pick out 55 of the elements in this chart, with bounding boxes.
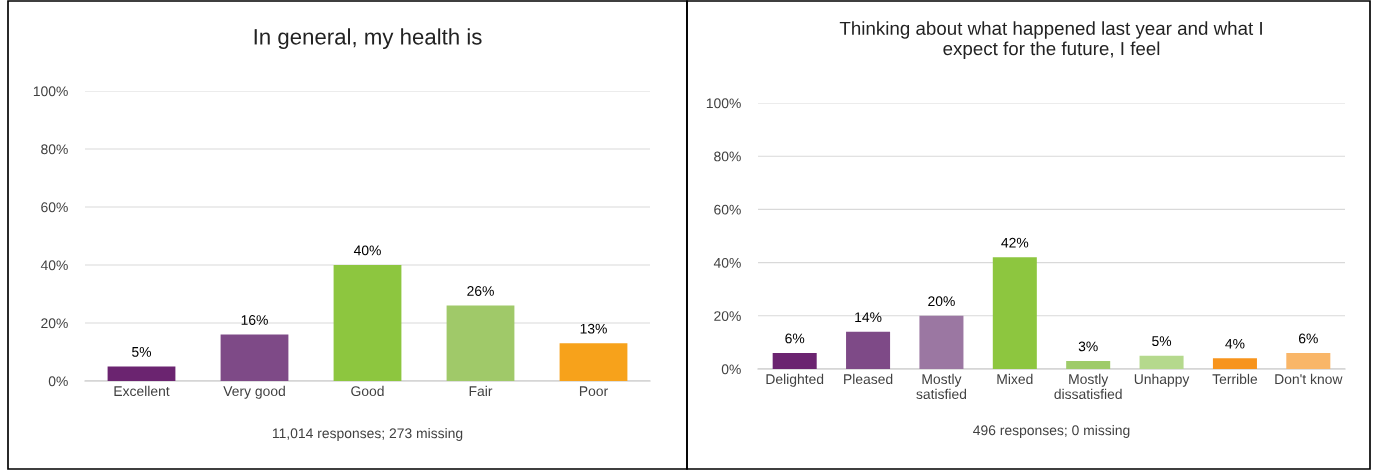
- y-tick-label: 40%: [40, 260, 68, 271]
- y-tick-label: 100%: [33, 86, 68, 97]
- data-label: 5%: [1152, 336, 1172, 347]
- y-tick-label: 100%: [706, 98, 741, 109]
- bar: [846, 331, 891, 369]
- data-label: 16%: [241, 315, 268, 325]
- data-label: 13%: [580, 323, 607, 334]
- y-tick-label: 40%: [713, 257, 741, 268]
- text: 11,014 responses; 273 missing: [272, 428, 463, 441]
- bar: [333, 265, 402, 381]
- data-label: 20%: [928, 296, 955, 307]
- y-tick-label: 60%: [714, 204, 741, 215]
- x-tick-label: Pleased: [844, 373, 893, 385]
- y-tick-label: 0%: [721, 364, 741, 375]
- x-tick-label: Excellent: [114, 385, 170, 397]
- data-label: 3%: [1078, 341, 1098, 352]
- x-tick-label: Fair: [469, 385, 493, 397]
- data-label: 5%: [132, 347, 152, 357]
- y-tick-label: 80%: [41, 144, 68, 155]
- bar: [1139, 355, 1184, 369]
- chart-title: In general, my health is: [254, 28, 482, 50]
- x-tick-label: Good: [351, 385, 384, 397]
- x-tick-label: Delighted: [766, 373, 824, 387]
- bar: [1212, 358, 1257, 369]
- x-tick-label: Mostly dissatisfied: [1054, 373, 1122, 400]
- data-label: 26%: [467, 286, 494, 296]
- bar: [1286, 353, 1331, 369]
- y-tick-label: 0%: [48, 376, 68, 387]
- y-tick-label: 20%: [41, 318, 68, 329]
- x-tick-label: Poor: [579, 386, 608, 397]
- bar: [1066, 361, 1111, 369]
- x-tick-label: Mostly satisfied: [916, 373, 967, 400]
- x-tick-label: Unhappy: [1134, 373, 1190, 387]
- y-tick-label: 60%: [41, 202, 68, 213]
- data-label: 6%: [785, 333, 805, 344]
- bar: [559, 343, 628, 381]
- y-tick-label: 20%: [714, 311, 741, 321]
- bar: [919, 315, 964, 369]
- x-tick-label: Mixed: [997, 373, 1033, 385]
- data-label: 42%: [1001, 237, 1029, 248]
- text: 496 responses; 0 missing: [973, 425, 1130, 438]
- data-label: 14%: [855, 312, 882, 323]
- x-tick-label: Very good: [223, 385, 285, 399]
- bar: [220, 334, 289, 381]
- bar: [446, 305, 515, 381]
- bar: [772, 353, 817, 369]
- data-label: 4%: [1225, 338, 1245, 349]
- data-label: 40%: [353, 245, 381, 256]
- x-tick-label: Don't know: [1275, 373, 1343, 385]
- x-tick-label: Terrible: [1212, 373, 1258, 385]
- bar: [107, 366, 176, 381]
- data-label: 6%: [1298, 333, 1318, 344]
- chart-title: Thinking about what happened last year and what I expect for the future, I feel: [839, 21, 1262, 59]
- y-tick-label: 80%: [714, 151, 741, 162]
- bar: [992, 257, 1037, 369]
